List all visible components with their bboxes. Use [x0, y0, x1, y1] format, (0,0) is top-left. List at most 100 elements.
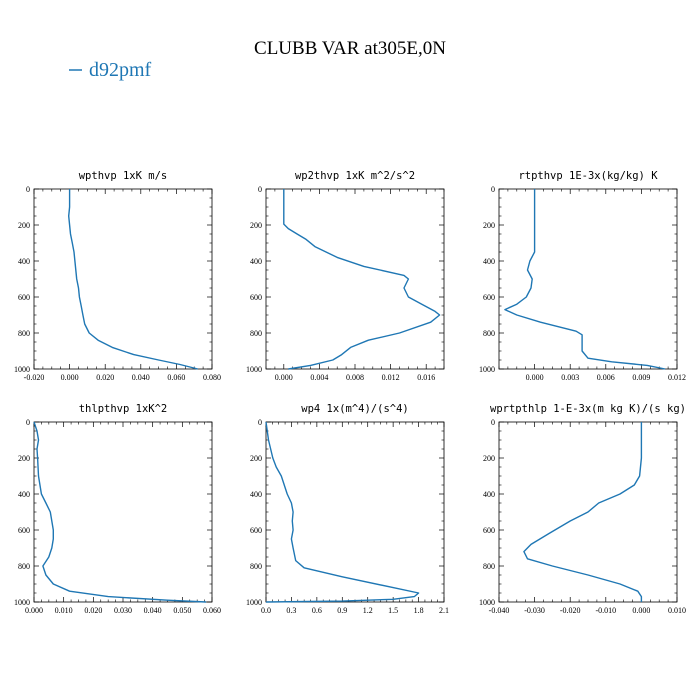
series-line-d92pmf — [33, 421, 207, 603]
plot-frame — [498, 188, 678, 370]
panel-4: thlpthvp 1xK^2 0.000 0.010 0.020 0.030 0.040 0… — [14, 403, 221, 615]
x-tick-label: 0.060 — [167, 373, 185, 382]
panel-title: wpthvp 1xK m/s — [79, 170, 168, 182]
x-tick-label: 0.6 — [312, 606, 322, 615]
y-tick-label: 800 — [483, 329, 495, 338]
panel-1: wpthvp 1xK m/s -0.020 0.000 0.020 0.040 0.060… — [14, 170, 221, 382]
y-tick-label: 1000 — [14, 365, 30, 374]
x-tick-label: 0.016 — [417, 373, 435, 382]
y-tick-label: 400 — [18, 490, 30, 499]
y-tick-label: 400 — [18, 257, 30, 266]
y-tick-label: 600 — [18, 293, 30, 302]
x-tick-label: 0.010 — [55, 606, 73, 615]
x-tick-label: 1.5 — [388, 606, 398, 615]
panel-title: wp4 1x(m^4)/(s^4) — [301, 403, 408, 415]
x-tick-label: 0.000 — [632, 606, 650, 615]
x-tick-label: -0.010 — [595, 606, 616, 615]
x-tick-label: -0.030 — [524, 606, 545, 615]
series-line-d92pmf — [67, 189, 198, 370]
y-tick-label: 400 — [250, 257, 262, 266]
x-tick-label: 0.000 — [275, 373, 293, 382]
x-tick-label: 0.080 — [203, 373, 221, 382]
x-tick-label: 0.000 — [61, 373, 79, 382]
y-tick-label: 200 — [483, 454, 495, 463]
y-tick-label: 200 — [250, 454, 262, 463]
x-tick-label: 0.008 — [346, 373, 364, 382]
x-tick-label: 2.1 — [439, 606, 449, 615]
series-line-d92pmf — [523, 422, 643, 602]
legend: d92pmf — [69, 59, 152, 81]
x-tick-label: 0.009 — [632, 373, 650, 382]
panel-6: wprtpthlp 1-E-3x(m kg K)/(s kg) -0.040 -0.… — [479, 403, 686, 615]
y-tick-label: 0 — [26, 185, 30, 194]
y-tick-label: 600 — [483, 526, 495, 535]
y-tick-label: 800 — [250, 329, 262, 338]
x-tick-label: 0.010 — [668, 606, 686, 615]
series-line-d92pmf — [283, 189, 441, 370]
x-tick-label: -0.020 — [24, 373, 45, 382]
x-tick-label: 1.8 — [414, 606, 424, 615]
x-tick-label: 0.040 — [132, 373, 150, 382]
series-line-d92pmf — [504, 189, 666, 370]
y-tick-label: 600 — [483, 293, 495, 302]
panel-5: wp4 1x(m^4)/(s^4) 0.0 0.3 0.6 0.9 1.2 1.5 1.8 2.… — [246, 403, 449, 615]
y-tick-label: 1000 — [246, 598, 262, 607]
y-tick-label: 400 — [483, 490, 495, 499]
y-tick-label: 400 — [483, 257, 495, 266]
x-tick-label: -0.020 — [560, 606, 581, 615]
plot-frame — [265, 188, 445, 370]
x-tick-label: 0.000 — [526, 373, 544, 382]
x-tick-label: 0.020 — [84, 606, 102, 615]
x-tick-label: 0.050 — [173, 606, 191, 615]
x-tick-label: 0.0 — [261, 606, 271, 615]
y-tick-label: 1000 — [14, 598, 30, 607]
figure-title: CLUBB VAR at305E,0N — [254, 38, 446, 59]
panel-title: wprtpthlp 1-E-3x(m kg K)/(s kg) — [490, 403, 686, 415]
x-tick-label: 0.030 — [114, 606, 132, 615]
y-tick-label: 1000 — [246, 365, 262, 374]
y-tick-label: 800 — [18, 329, 30, 338]
y-tick-label: 800 — [483, 562, 495, 571]
y-tick-label: 0 — [258, 185, 262, 194]
panel-3: rtpthvp 1E-3x(kg/kg) K 0.000 0.003 0.006 0.0… — [479, 170, 686, 382]
y-tick-label: 200 — [18, 221, 30, 230]
x-tick-label: 0.060 — [203, 606, 221, 615]
series-line-d92pmf — [265, 421, 420, 603]
x-tick-label: 0.003 — [561, 373, 579, 382]
x-tick-label: 0.020 — [96, 373, 114, 382]
plot-frame — [33, 188, 213, 370]
y-tick-label: 0 — [258, 418, 262, 427]
x-tick-label: 0.012 — [668, 373, 686, 382]
panel-title: rtpthvp 1E-3x(kg/kg) K — [518, 170, 658, 182]
x-tick-label: 0.006 — [597, 373, 615, 382]
panel-2: wp2thvp 1xK m^2/s^2 0.000 0.004 0.008 0.012 0… — [246, 170, 445, 382]
y-tick-label: 0 — [491, 418, 495, 427]
y-tick-label: 200 — [18, 454, 30, 463]
panel-title: wp2thvp 1xK m^2/s^2 — [295, 170, 415, 182]
x-tick-label: 0.012 — [382, 373, 400, 382]
x-tick-label: 0.004 — [310, 373, 328, 382]
y-tick-label: 1000 — [479, 598, 495, 607]
x-tick-label: 0.9 — [337, 606, 347, 615]
y-tick-label: 0 — [26, 418, 30, 427]
y-tick-label: 800 — [250, 562, 262, 571]
y-tick-label: 600 — [250, 293, 262, 302]
x-tick-label: 1.2 — [363, 606, 373, 615]
x-tick-label: 0.3 — [286, 606, 296, 615]
y-tick-label: 200 — [250, 221, 262, 230]
y-tick-label: 200 — [483, 221, 495, 230]
y-tick-label: 400 — [250, 490, 262, 499]
x-tick-label: 0.040 — [144, 606, 162, 615]
panels: wpthvp 1xK m/s-0.020 0.000 0.020 0.040 0.060… — [14, 170, 686, 615]
x-tick-label: 0.000 — [25, 606, 43, 615]
y-tick-label: 800 — [18, 562, 30, 571]
y-tick-label: 1000 — [479, 365, 495, 374]
plot-frame — [33, 421, 213, 603]
y-tick-label: 600 — [250, 526, 262, 535]
y-tick-label: 0 — [491, 185, 495, 194]
panel-title: thlpthvp 1xK^2 — [79, 403, 168, 415]
x-tick-label: -0.040 — [489, 606, 510, 615]
legend-label: d92pmf — [89, 59, 152, 81]
y-tick-label: 600 — [18, 526, 30, 535]
